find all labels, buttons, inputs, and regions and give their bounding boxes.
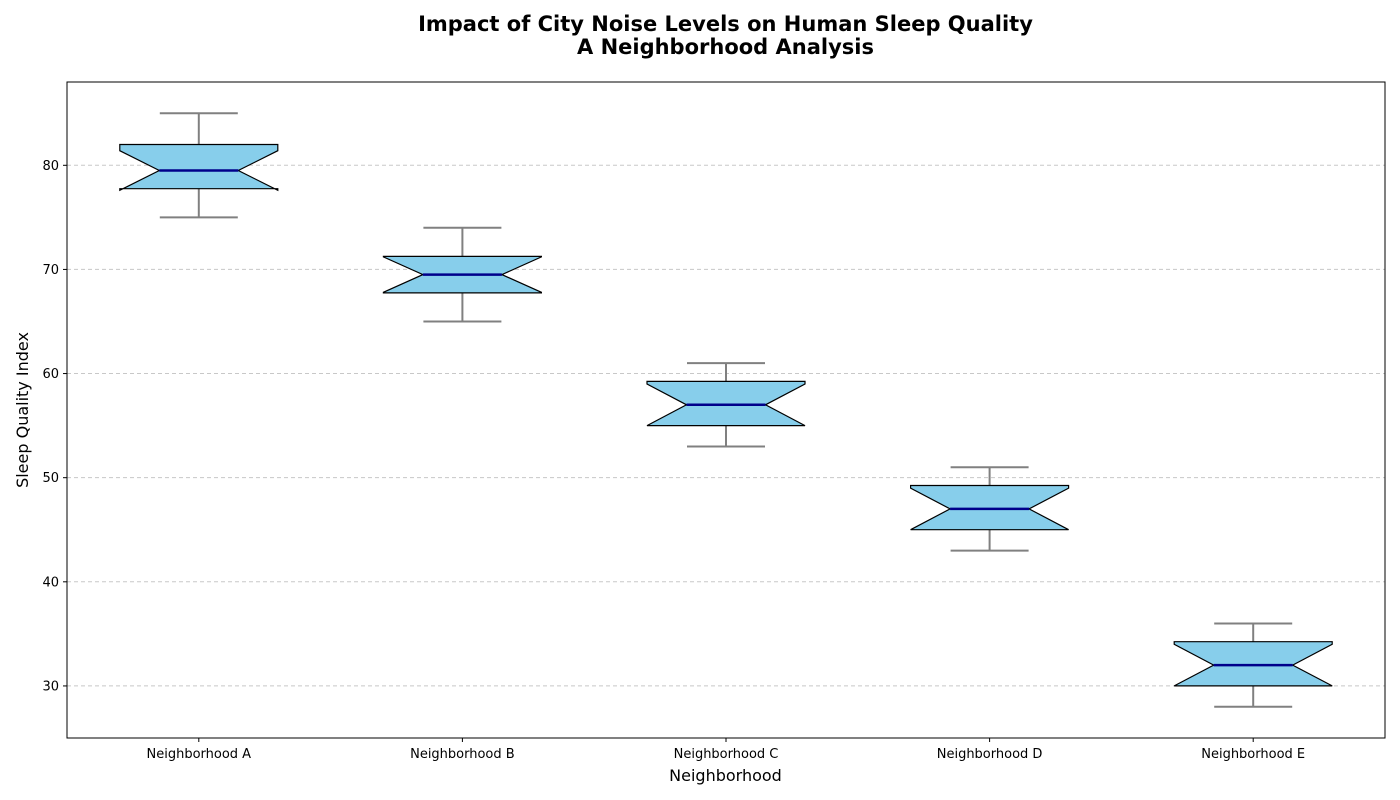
x-axis-label: Neighborhood — [669, 766, 782, 785]
x-tick-label: Neighborhood D — [937, 747, 1043, 762]
y-tick-label: 60 — [42, 367, 59, 382]
chart-title-line-1: Impact of City Noise Levels on Human Sle… — [418, 12, 1033, 36]
notched-box — [119, 143, 279, 192]
y-tick-label: 80 — [42, 159, 59, 174]
x-tick-label: Neighborhood C — [674, 747, 779, 762]
y-tick-label: 30 — [42, 679, 59, 694]
box-3 — [646, 362, 806, 448]
x-tick-label: Neighborhood A — [147, 747, 252, 762]
boxes — [119, 112, 1333, 708]
notched-box — [646, 380, 806, 427]
plot-frame — [66, 81, 1386, 739]
y-tick-label: 70 — [42, 263, 59, 278]
y-axis-label: Sleep Quality Index — [13, 332, 32, 488]
box-5 — [1173, 622, 1333, 708]
box-2 — [382, 226, 543, 323]
notched-box — [909, 484, 1070, 531]
chart-title-line-2: A Neighborhood Analysis — [577, 35, 874, 59]
box-4 — [909, 466, 1070, 552]
x-tick-label: Neighborhood E — [1201, 747, 1305, 762]
y-tick-label: 40 — [42, 575, 59, 590]
x-tick-label: Neighborhood B — [410, 747, 515, 762]
notched-box — [1173, 641, 1333, 687]
y-tick-label: 50 — [42, 471, 59, 486]
axes: 30 40 50 60 70 80 Neighborhood A Neighborhood B… — [42, 81, 1386, 762]
box-1 — [119, 112, 279, 219]
